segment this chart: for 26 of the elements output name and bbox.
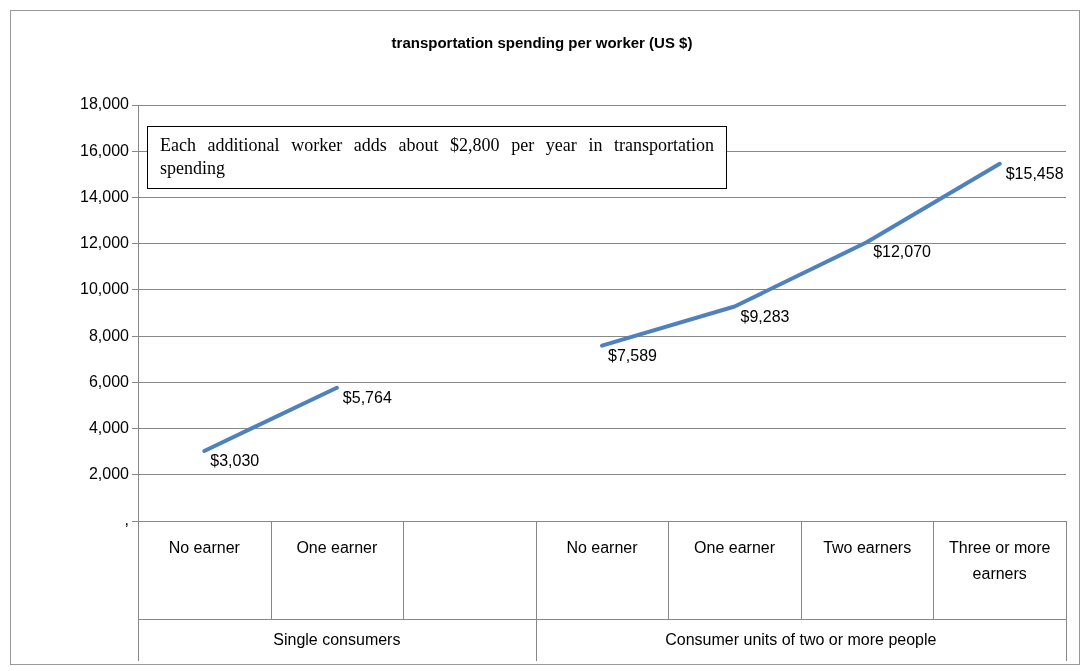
y-tick-label: 6,000 [88,372,130,390]
y-tick-label: , [124,511,129,529]
y-tick-label: 2,000 [88,465,130,483]
y-tick-label: 14,000 [80,187,130,205]
text: Single consumers [273,631,401,649]
y-tick-label: 10,000 [80,280,130,298]
x-tick-label: No earner [168,539,241,557]
x-tick-label: One earner [296,539,378,557]
data-label: $3,030 [210,452,260,470]
data-label: $15,458 [1005,165,1064,183]
data-label: $12,070 [873,243,932,261]
x-tick-label: One earner [694,539,776,557]
y-tick-label: 4,000 [88,418,130,436]
data-label: $7,589 [608,347,658,365]
y-tick-label: 8,000 [88,326,130,344]
annotation: Each additional worker adds about $2,800 per year in transportation spending [147,126,727,189]
data-label: $5,764 [342,389,392,407]
x-tick-label: Two earners [823,539,912,557]
y-tick-label: 18,000 [80,95,130,113]
x-tick-label: Three or more earners [949,539,1051,583]
chart-title: transportation spending per worker (US $) [390,34,694,51]
y-tick-label: 12,000 [80,234,130,252]
x-tick-label: No earner [566,539,639,557]
text: Consumer units of two or more people [665,631,937,649]
y-tick-label: 16,000 [80,141,130,159]
data-label: $9,283 [740,307,790,325]
